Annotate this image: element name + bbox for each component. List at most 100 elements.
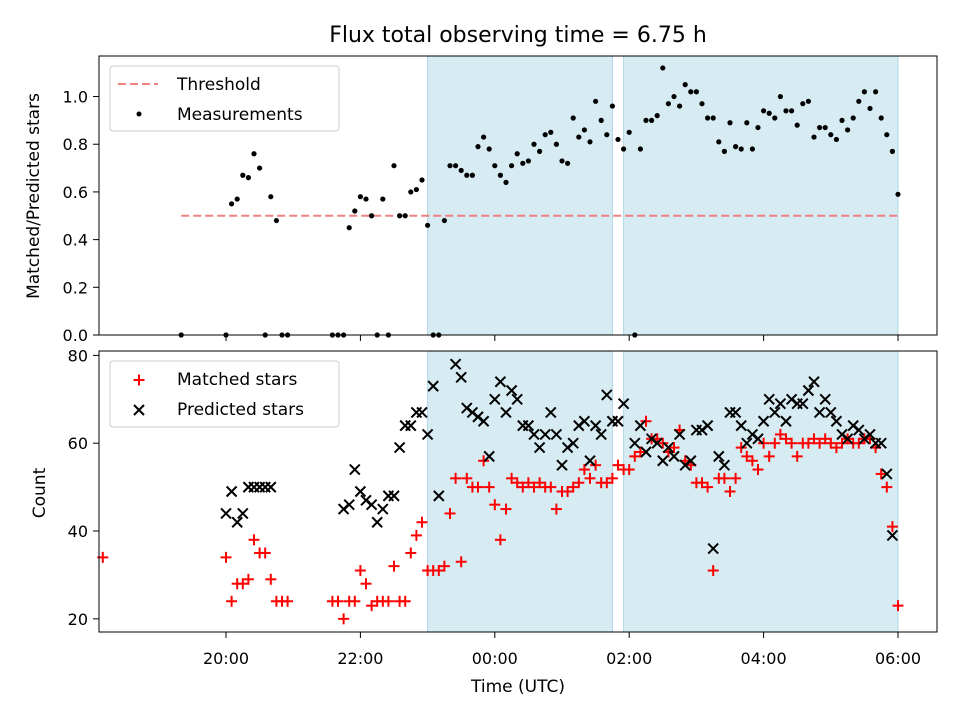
predicted-point-b (668, 450, 680, 463)
measurement-point (805, 98, 812, 104)
predicted-point (265, 481, 277, 493)
bottom-y-tick-label: 60 (68, 434, 88, 453)
top-y-ticks: 0.0 0.2 0.4 0.6 0.8 1.0 (63, 88, 99, 345)
measurement-point (822, 124, 828, 131)
measurement-point (559, 158, 565, 164)
matched-point (741, 450, 753, 462)
measurement-point (721, 148, 728, 154)
predicted-point (601, 389, 613, 401)
predicted-point-b (595, 428, 607, 441)
measurement-point (626, 129, 632, 135)
predicted-point (780, 415, 792, 427)
measurement-point (352, 208, 358, 214)
predicted-legend-swatch (133, 404, 145, 416)
predicted-point (533, 441, 546, 454)
predicted-point-b (237, 507, 249, 520)
measurement-point (475, 144, 481, 150)
predicted-point-b (713, 450, 725, 463)
matched-point (763, 450, 775, 462)
measurement-point (604, 132, 610, 138)
predicted-point-b (522, 419, 535, 432)
predicted-point (718, 459, 731, 471)
matched-stars-points (97, 415, 904, 625)
measurement-point (817, 124, 823, 131)
top-y-tick-label: 0.4 (63, 231, 88, 250)
measurement-point (391, 163, 397, 169)
measurement-point (688, 89, 694, 95)
measurement-point (789, 108, 795, 114)
predicted-point-b (629, 437, 641, 449)
measurement-point (839, 117, 845, 123)
predicted-point-b (780, 415, 792, 427)
predicted-point (567, 437, 579, 449)
predicted-stars-points (220, 358, 899, 555)
measurement-point (542, 132, 548, 138)
predicted-point-b (455, 371, 467, 384)
bottom-shaded-period-0 (427, 350, 613, 633)
matched-point (808, 433, 820, 445)
measurement-point (705, 115, 711, 121)
predicted-point-b (343, 498, 355, 511)
measurement-point (447, 163, 453, 169)
chart-title: Flux total observing time = 6.75 h (329, 23, 707, 48)
predicted-point (405, 419, 417, 432)
matched-point (489, 499, 501, 511)
measurement-point (497, 172, 503, 178)
predicted-point (421, 428, 434, 441)
predicted-point-b (830, 415, 843, 427)
matched-point (226, 595, 238, 607)
predicted-point (668, 450, 680, 463)
predicted-point-b (825, 406, 837, 419)
predicted-point (701, 419, 714, 432)
measurement-point (481, 134, 487, 140)
measurement-point (402, 213, 408, 219)
matched-point (780, 433, 792, 445)
matched-point (623, 464, 635, 476)
measurement-point (268, 194, 274, 200)
measurement-point (486, 146, 492, 152)
predicted-point (763, 393, 775, 406)
measurement-point (369, 213, 375, 219)
bottom-plot-frame (98, 350, 938, 633)
predicted-point-b (601, 389, 613, 401)
measurement-point (654, 113, 660, 119)
measurement-point (649, 117, 655, 123)
predicted-point (735, 419, 747, 432)
predicted-point (354, 485, 367, 498)
predicted-point-b (634, 419, 647, 432)
predicted-point-b (505, 384, 518, 397)
predicted-point (707, 542, 719, 555)
measurement-point (744, 120, 750, 126)
top-plot-frame (98, 55, 938, 336)
predicted-point (797, 397, 809, 410)
predicted-point-b (813, 406, 826, 419)
measurement-point (509, 163, 515, 169)
predicted-point-b (763, 393, 775, 406)
bottom-y-tick-label: 80 (68, 346, 88, 365)
matched-point (450, 472, 462, 484)
measurement-point (419, 177, 425, 183)
predicted-point (825, 406, 837, 419)
predicted-point-b (881, 468, 893, 480)
measurement-point (380, 196, 386, 202)
predicted-point (393, 441, 406, 454)
predicted-point (489, 393, 501, 406)
measurement-point (464, 172, 470, 178)
measurement-point (413, 186, 419, 193)
measurement-point (850, 115, 856, 121)
measurement-point (525, 158, 532, 164)
bottom-y-tick-label: 20 (68, 610, 88, 629)
predicted-point-b (797, 397, 809, 410)
matched-point (338, 613, 350, 625)
measurement-point (514, 151, 520, 157)
matched-point (248, 534, 260, 546)
predicted-point (237, 507, 249, 520)
matched-point (562, 486, 574, 497)
measurement-point (453, 163, 459, 169)
measurement-point (245, 175, 251, 181)
matched-point (634, 446, 646, 458)
predicted-point (377, 503, 389, 515)
bottom-x-tick-label: 00:00 (472, 649, 518, 668)
predicted-point-b (567, 437, 579, 449)
predicted-point-b (500, 406, 512, 419)
